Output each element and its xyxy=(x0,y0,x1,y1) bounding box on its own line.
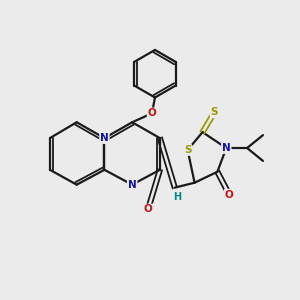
Text: O: O xyxy=(225,190,234,200)
Text: N: N xyxy=(128,180,136,190)
Text: O: O xyxy=(144,204,152,214)
Text: S: S xyxy=(184,145,191,155)
Text: O: O xyxy=(148,108,156,118)
Text: S: S xyxy=(211,107,218,117)
Text: N: N xyxy=(100,133,109,143)
Text: N: N xyxy=(222,143,231,153)
Text: H: H xyxy=(173,192,181,202)
